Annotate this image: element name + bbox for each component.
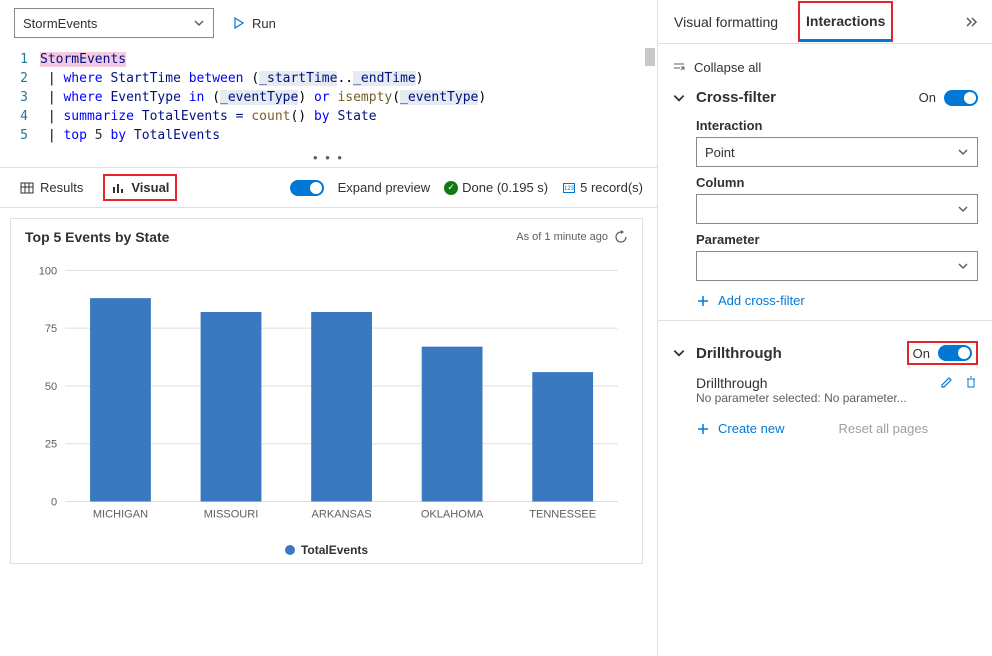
svg-text:ARKANSAS: ARKANSAS xyxy=(311,509,371,521)
resize-handle[interactable]: • • • xyxy=(0,155,657,167)
bar-tennessee[interactable] xyxy=(532,372,593,501)
expand-preview-label: Expand preview xyxy=(338,180,431,195)
tab-results[interactable]: Results xyxy=(14,176,89,199)
svg-text:0: 0 xyxy=(51,497,57,509)
svg-text:MISSOURI: MISSOURI xyxy=(204,509,259,521)
edit-icon[interactable] xyxy=(940,375,954,389)
interaction-select[interactable]: Point xyxy=(696,137,978,167)
chart-header: Top 5 Events by State As of 1 minute ago xyxy=(25,229,628,245)
bar-arkansas[interactable] xyxy=(311,312,372,502)
collapse-all-label: Collapse all xyxy=(694,60,761,75)
column-select[interactable] xyxy=(696,194,978,224)
svg-text:MICHIGAN: MICHIGAN xyxy=(93,509,148,521)
record-count: 123 5 record(s) xyxy=(562,180,643,195)
svg-text:25: 25 xyxy=(45,439,57,451)
interaction-label: Interaction xyxy=(696,118,978,133)
add-crossfilter-button[interactable]: Add cross-filter xyxy=(696,293,978,308)
drillthrough-item[interactable]: Drillthrough No parameter selected: No p… xyxy=(696,369,978,411)
chart-meta: As of 1 minute ago xyxy=(516,230,628,244)
drillthrough-title: Drillthrough xyxy=(696,345,782,362)
tab-interactions[interactable]: Interactions xyxy=(798,1,893,42)
tab-visual-label: Visual xyxy=(131,180,169,195)
chevron-down-icon xyxy=(957,146,969,158)
record-count-text: 5 record(s) xyxy=(580,180,643,195)
crossfilter-section-header[interactable]: Cross-filter On xyxy=(672,81,978,110)
chart-meta-text: As of 1 minute ago xyxy=(516,231,608,243)
query-status-text: Done (0.195 s) xyxy=(462,180,548,195)
svg-text:123: 123 xyxy=(564,186,575,192)
create-new-label: Create new xyxy=(718,421,784,436)
editor-scrollbar[interactable] xyxy=(645,48,655,66)
svg-text:100: 100 xyxy=(39,265,57,277)
plus-icon xyxy=(696,294,710,308)
plus-icon xyxy=(696,422,710,436)
section-divider xyxy=(658,320,992,321)
chart-legend: TotalEvents xyxy=(25,543,628,557)
drillthrough-toggle[interactable] xyxy=(938,345,972,361)
drillthrough-section-header[interactable]: Drillthrough On xyxy=(672,333,978,369)
bar-missouri[interactable] xyxy=(201,312,262,502)
left-pane: StormEvents Run 12345 StormEvents | wher… xyxy=(0,0,658,656)
run-button[interactable]: Run xyxy=(224,12,284,35)
reset-all-pages-button[interactable]: Reset all pages xyxy=(838,421,928,436)
drillthrough-item-title: Drillthrough xyxy=(696,375,907,391)
parameter-label: Parameter xyxy=(696,232,978,247)
drillthrough-on-label: On xyxy=(913,346,930,361)
right-tabs: Visual formatting Interactions xyxy=(658,0,992,44)
tab-visual[interactable]: Visual xyxy=(103,174,177,201)
database-select-value: StormEvents xyxy=(23,16,97,31)
query-editor[interactable]: 12345 StormEvents | where StartTime betw… xyxy=(0,44,657,155)
bar-chart: 0 25 50 75 100 MICHIGAN MISSOURI ARKANSAS OKLAHO… xyxy=(25,251,628,541)
database-select[interactable]: StormEvents xyxy=(14,8,214,38)
drillthrough-item-sub: No parameter selected: No parameter... xyxy=(696,391,907,405)
crossfilter-on-label: On xyxy=(919,90,936,105)
right-body: Collapse all Cross-filter On Interaction… xyxy=(658,44,992,446)
records-icon: 123 xyxy=(562,181,576,195)
chevron-down-icon xyxy=(672,91,686,105)
play-icon xyxy=(232,16,246,30)
svg-text:75: 75 xyxy=(45,323,57,335)
tab-visual-formatting[interactable]: Visual formatting xyxy=(672,4,780,40)
bar-michigan[interactable] xyxy=(90,298,151,501)
legend-label: TotalEvents xyxy=(301,543,368,557)
table-icon xyxy=(20,181,34,195)
tab-results-label: Results xyxy=(40,180,83,195)
expand-preview-toggle[interactable] xyxy=(290,180,324,196)
crossfilter-toggle[interactable] xyxy=(944,90,978,106)
check-icon: ✓ xyxy=(444,181,458,195)
svg-text:TENNESSEE: TENNESSEE xyxy=(529,509,596,521)
collapse-all-button[interactable]: Collapse all xyxy=(672,54,978,81)
bar-oklahoma[interactable] xyxy=(422,347,483,502)
collapse-icon xyxy=(672,61,686,75)
add-crossfilter-label: Add cross-filter xyxy=(718,293,805,308)
refresh-icon[interactable] xyxy=(614,230,628,244)
column-label: Column xyxy=(696,175,978,190)
chart-icon xyxy=(111,181,125,195)
chevron-down-icon xyxy=(672,346,686,360)
query-status: ✓ Done (0.195 s) xyxy=(444,180,548,195)
legend-marker xyxy=(285,545,295,555)
chevron-right-double-icon[interactable] xyxy=(964,15,978,29)
toolbar: StormEvents Run xyxy=(0,0,657,44)
run-label: Run xyxy=(252,16,276,31)
svg-text:50: 50 xyxy=(45,381,57,393)
chevron-down-icon xyxy=(957,260,969,272)
drillthrough-toggle-group: On xyxy=(907,341,978,365)
create-new-button[interactable]: Create new xyxy=(696,421,784,436)
results-tabs-row: Results Visual Expand preview ✓ Done (0.… xyxy=(0,167,657,208)
editor-gutter: 12345 xyxy=(0,50,40,145)
interaction-value: Point xyxy=(705,145,735,160)
chart-card: Top 5 Events by State As of 1 minute ago… xyxy=(10,218,643,564)
parameter-select[interactable] xyxy=(696,251,978,281)
svg-text:OKLAHOMA: OKLAHOMA xyxy=(421,509,484,521)
crossfilter-title: Cross-filter xyxy=(696,89,776,106)
chart-title: Top 5 Events by State xyxy=(25,229,169,245)
crossfilter-toggle-group: On xyxy=(919,90,978,106)
chevron-down-icon xyxy=(193,17,205,29)
chart-body: 0 25 50 75 100 MICHIGAN MISSOURI ARKANSAS OKLAHO… xyxy=(25,251,628,541)
editor-code[interactable]: StormEvents | where StartTime between (_… xyxy=(40,50,657,145)
chevron-down-icon xyxy=(957,203,969,215)
delete-icon[interactable] xyxy=(964,375,978,389)
right-pane: Visual formatting Interactions Collapse … xyxy=(658,0,992,656)
